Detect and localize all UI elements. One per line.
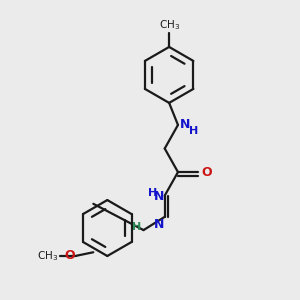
Text: CH$_3$: CH$_3$ <box>38 249 58 263</box>
Text: H: H <box>148 188 157 198</box>
Text: N: N <box>154 190 165 203</box>
Text: H: H <box>189 126 198 136</box>
Text: CH$_3$: CH$_3$ <box>158 18 180 32</box>
Text: N: N <box>154 218 165 231</box>
Text: O: O <box>202 166 212 178</box>
Text: N: N <box>179 118 190 130</box>
Text: H: H <box>132 222 142 232</box>
Text: O: O <box>64 249 75 262</box>
